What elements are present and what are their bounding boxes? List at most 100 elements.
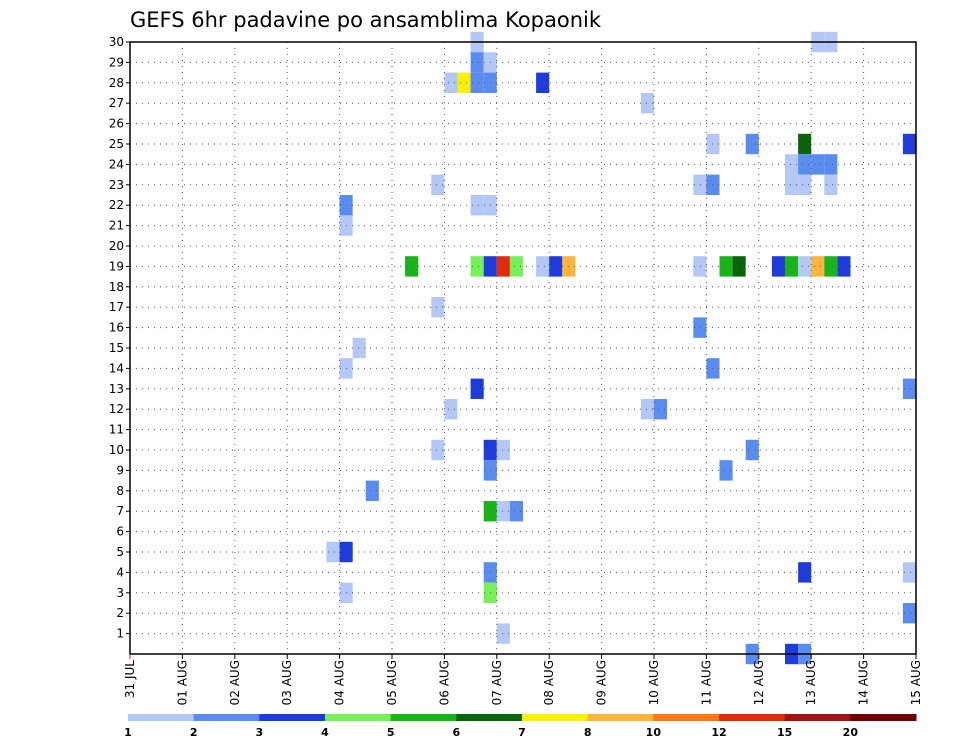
- x-tick-label: 07 AUG: [490, 660, 504, 705]
- y-tick-label: 20: [109, 239, 124, 253]
- heatmap-cell: [902, 133, 916, 155]
- y-tick-label: 25: [109, 137, 124, 151]
- heatmap-cell: [745, 439, 759, 461]
- y-tick-label: 16: [109, 321, 124, 335]
- legend-level-label: 8: [584, 726, 592, 739]
- y-tick-label: 13: [109, 382, 124, 396]
- heatmap-cell: [654, 399, 668, 420]
- heatmap-cell: [745, 133, 759, 155]
- y-tick-label: 29: [109, 55, 124, 69]
- y-tick-label: 28: [109, 76, 124, 90]
- grid-layer: [130, 42, 916, 654]
- y-tick-label: 11: [109, 423, 124, 437]
- chart-title: GEFS 6hr padavine po ansamblima Kopaonik: [130, 8, 602, 32]
- y-tick-label: 21: [109, 219, 124, 233]
- heatmap-cell: [798, 174, 812, 195]
- heatmap-cell: [902, 603, 916, 624]
- heatmap-cell: [431, 297, 445, 318]
- y-tick-label: 8: [116, 484, 124, 498]
- legend-swatch: [522, 714, 589, 721]
- legend-swatch: [390, 714, 457, 721]
- heatmap-cell: [536, 72, 550, 93]
- heatmap-cell: [732, 256, 746, 277]
- heatmap-cell: [549, 256, 563, 277]
- heatmap-cell: [509, 501, 523, 522]
- legend-level-label: 5: [387, 726, 395, 739]
- legend-level-label: 10: [646, 726, 662, 739]
- y-tick-label: 9: [116, 463, 124, 477]
- y-tick-label: 2: [116, 606, 124, 620]
- x-tick-label: 04 AUG: [333, 660, 347, 705]
- heatmap-cell: [536, 256, 550, 277]
- x-tick-label: 01 AUG: [175, 660, 189, 705]
- color-legend: 1 2 3 4 5 6 7 8 10 12 15 20: [124, 714, 917, 739]
- legend-swatch: [128, 714, 195, 721]
- heatmap-cell: [431, 439, 445, 461]
- heatmap-cell: [496, 501, 510, 522]
- x-tick-label: 14 AUG: [857, 660, 871, 705]
- y-tick-label: 1: [116, 627, 124, 641]
- heatmap-cell: [798, 562, 812, 583]
- x-tick-label: 31 JUL: [123, 660, 137, 698]
- heatmap-cell: [470, 256, 484, 277]
- heatmap-cell: [902, 562, 916, 583]
- legend-level-label: 20: [843, 726, 859, 739]
- heatmap-cell: [811, 154, 825, 175]
- heatmap-cell: [719, 256, 733, 277]
- heatmap-cell: [470, 195, 484, 216]
- x-tick-label: 02 AUG: [228, 660, 242, 705]
- heatmap-cell: [693, 174, 707, 195]
- heatmap-cell: [640, 399, 654, 420]
- heatmap-cell: [798, 256, 812, 277]
- legend-level-label: 4: [321, 726, 329, 739]
- legend-level-label: 15: [777, 726, 792, 739]
- x-tick-label: 12 AUG: [752, 660, 766, 705]
- legend-level-label: 6: [453, 726, 461, 739]
- legend-swatch: [850, 714, 917, 721]
- heatmap-cell: [785, 174, 799, 195]
- heatmap-cell: [326, 541, 340, 563]
- y-tick-label: 14: [109, 361, 124, 375]
- y-tick-label: 23: [109, 178, 124, 192]
- heatmap-cell: [785, 154, 799, 175]
- heatmap-cell: [824, 154, 838, 175]
- heatmap-cell: [798, 133, 812, 155]
- x-tick-label: 06 AUG: [437, 660, 451, 705]
- heatmap-cell: [457, 72, 471, 93]
- legend-swatch: [587, 714, 654, 721]
- heatmap-cell: [470, 378, 484, 399]
- y-tick-label: 26: [109, 117, 124, 131]
- y-tick-label: 27: [109, 96, 124, 110]
- y-tick-label: 7: [116, 504, 124, 518]
- y-tick-label: 10: [109, 443, 124, 457]
- legend-swatch: [719, 714, 786, 721]
- heatmap-cell: [837, 256, 851, 277]
- heatmap-cell: [824, 174, 838, 195]
- heatmap-cell: [431, 174, 445, 195]
- legend-swatch: [259, 714, 326, 721]
- heatmap-cell: [902, 378, 916, 399]
- x-tick-label: 03 AUG: [280, 660, 294, 705]
- y-tick-label: 22: [109, 198, 124, 212]
- legend-level-label: 1: [124, 726, 132, 739]
- x-tick-label: 08 AUG: [542, 660, 556, 705]
- y-tick-label: 3: [116, 586, 124, 600]
- x-tick-label: 09 AUG: [595, 660, 609, 705]
- y-axis: 1234567891011121314151617181920212223242…: [109, 35, 130, 641]
- heatmap-cell: [444, 72, 458, 93]
- legend-level-label: 12: [711, 726, 726, 739]
- legend-level-label: 7: [518, 726, 526, 739]
- heatmap-cell: [693, 256, 707, 277]
- y-tick-label: 18: [109, 280, 124, 294]
- x-tick-label: 10 AUG: [647, 660, 661, 705]
- cell-layer: [326, 31, 916, 665]
- legend-swatch: [325, 714, 392, 721]
- legend-level-label: 2: [190, 726, 198, 739]
- heatmap-cell: [811, 256, 825, 277]
- x-tick-label: 11 AUG: [699, 660, 713, 705]
- y-tick-label: 17: [109, 300, 124, 314]
- x-tick-label: 05 AUG: [385, 660, 399, 705]
- legend-swatch: [193, 714, 260, 721]
- x-axis: 31 JUL 01 AUG 02 AUG 03 AUG 04 AUG 05 AUG 06 A…: [123, 654, 923, 705]
